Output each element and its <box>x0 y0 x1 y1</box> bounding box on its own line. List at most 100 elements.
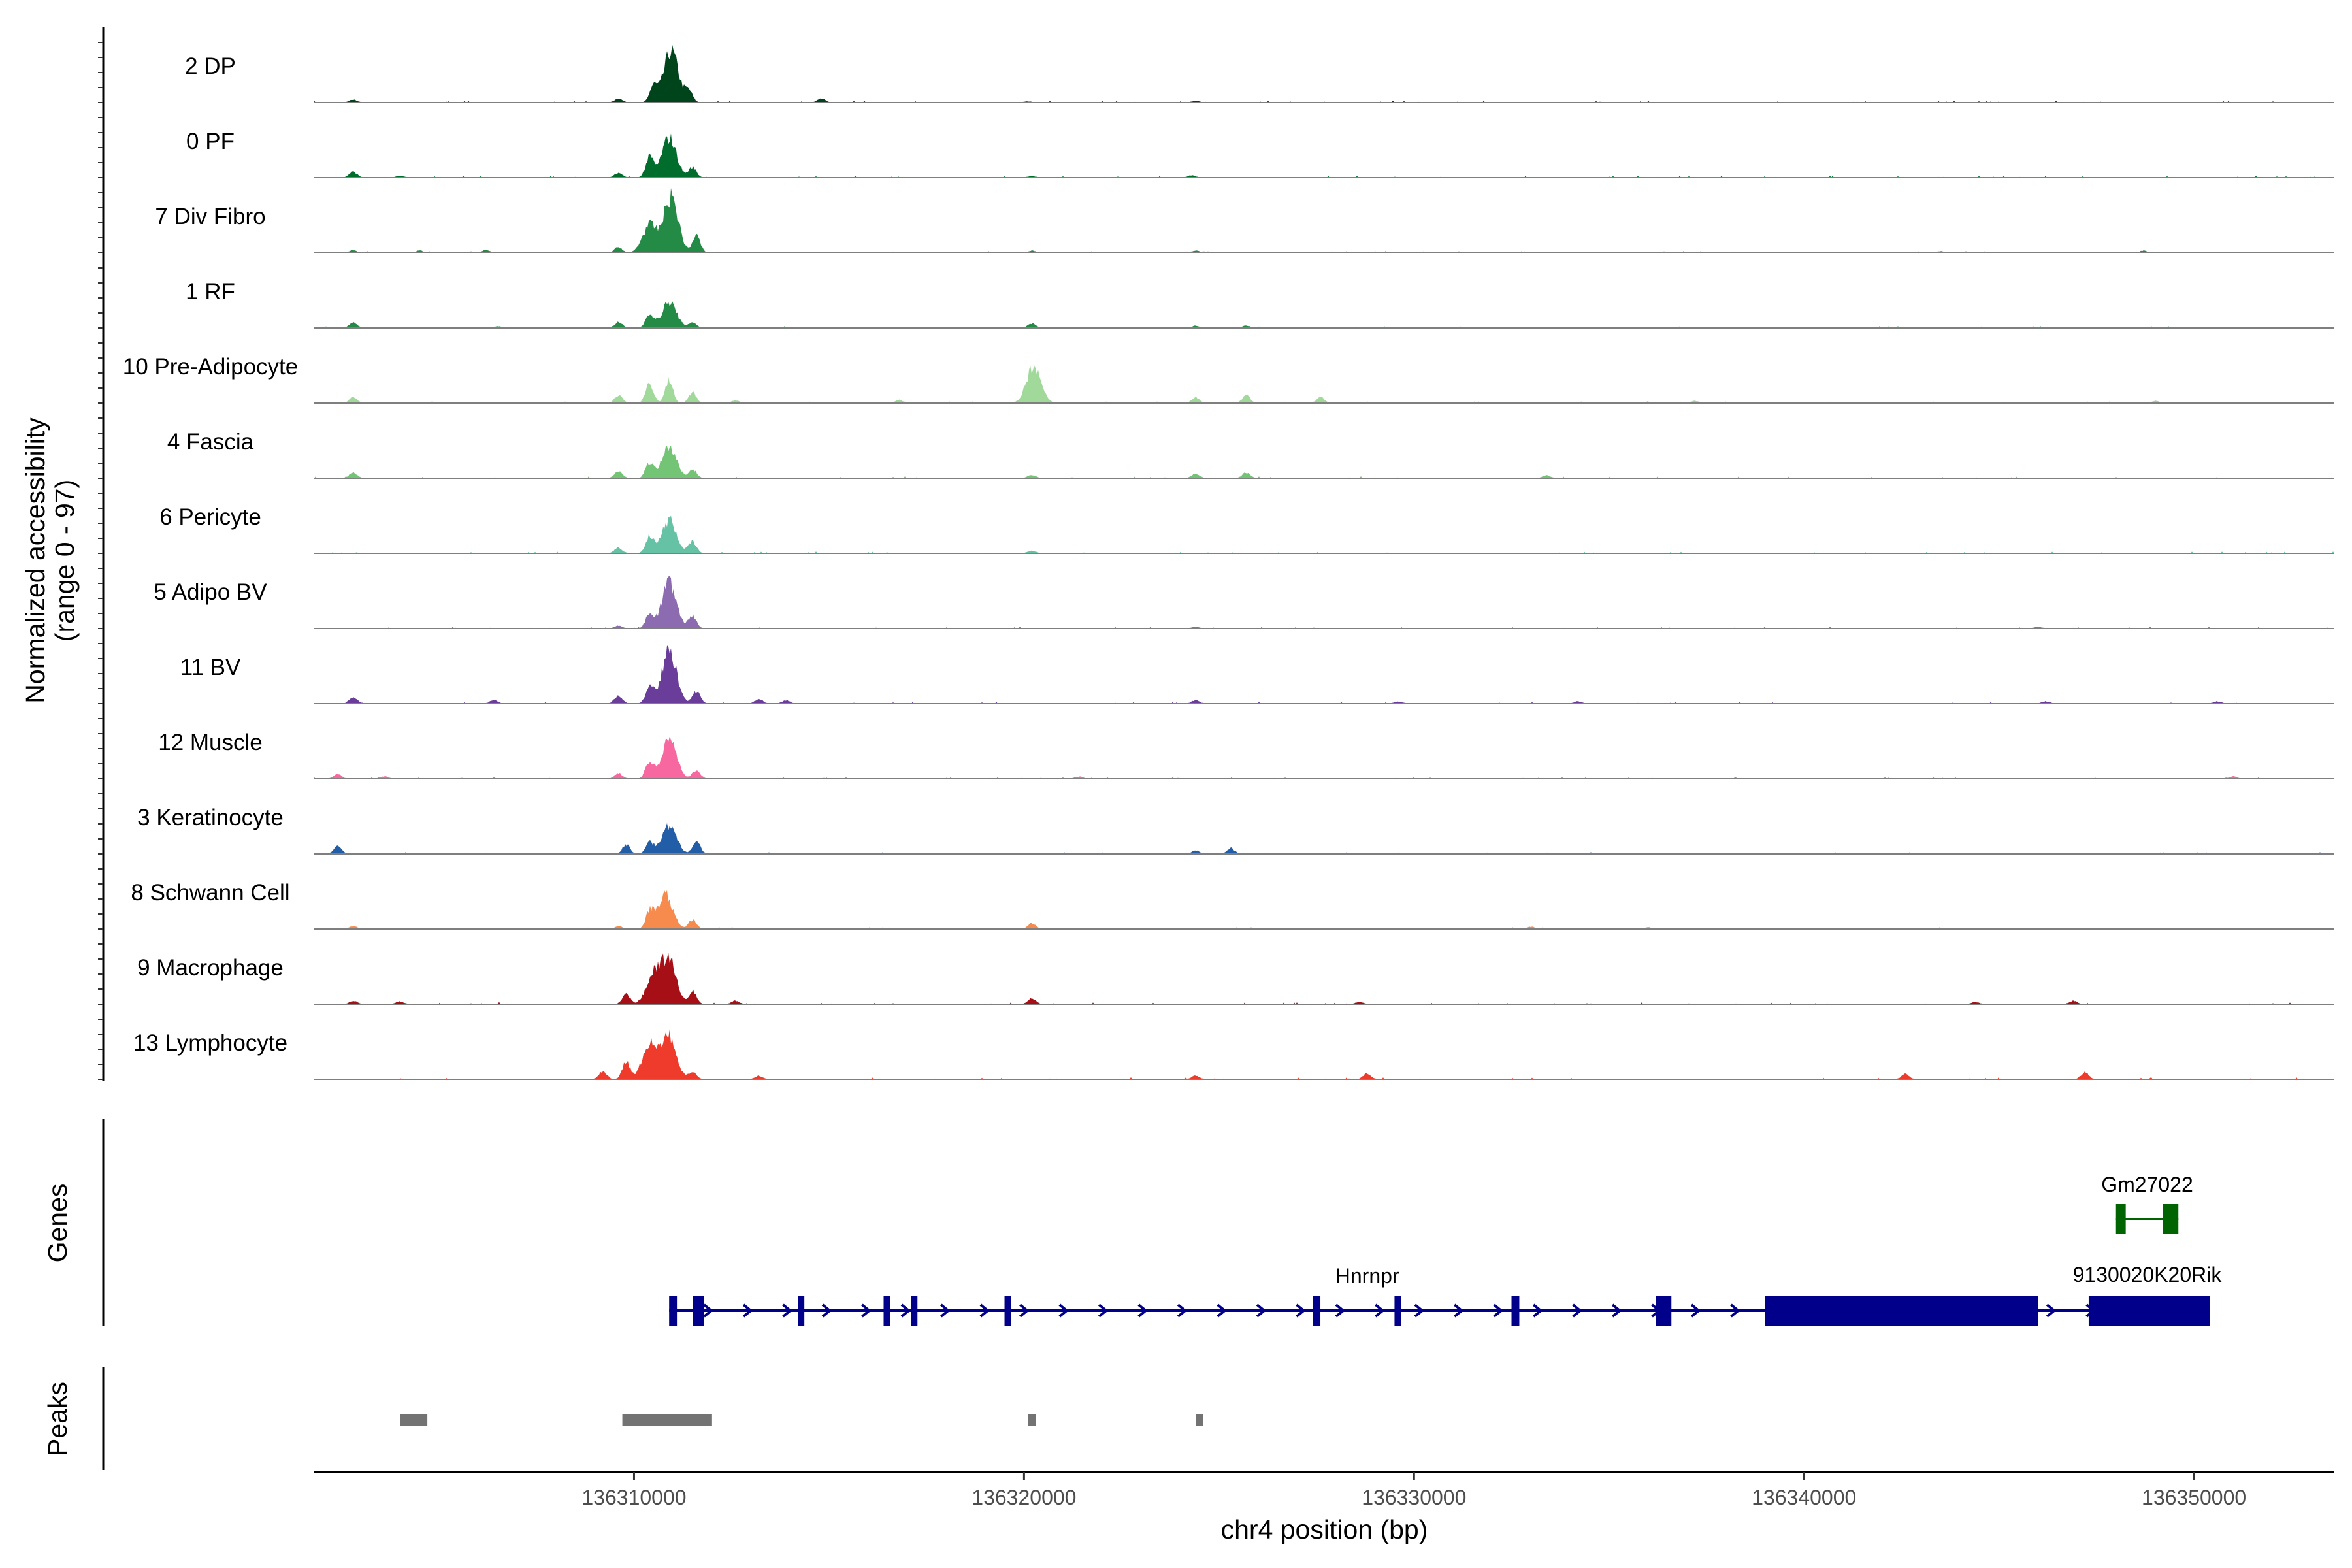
gene-label-9130020k20rik: 9130020K20Rik <box>2073 1263 2223 1286</box>
strand-chevron <box>1454 1303 1464 1318</box>
gene-exon <box>1765 1296 2038 1326</box>
strand-chevron <box>1375 1303 1385 1318</box>
gene-models: Hnrnpr Gm27022 <box>669 1173 2210 1326</box>
strand-chevron <box>1730 1303 1740 1318</box>
track-7-div-fibro: 7 Div Fibro <box>155 188 2334 253</box>
y-axis-title: Normalized accessibility (range 0 - 97) <box>20 417 80 704</box>
strand-chevron <box>979 1303 990 1318</box>
y-axis-range-label: (range 0 - 97) <box>50 480 80 642</box>
gene-exon <box>693 1296 704 1326</box>
strand-chevron <box>782 1303 792 1318</box>
peaks-panel: Peaks <box>42 1367 1203 1470</box>
track-6-pericyte: 6 Pericyte <box>159 504 2334 554</box>
track-9-macrophage: 9 Macrophage <box>137 952 2334 1005</box>
strand-chevron <box>940 1303 951 1318</box>
track-5-adipo-bv: 5 Adipo BV <box>154 575 2334 629</box>
peaks-panel-title: Peaks <box>42 1382 73 1456</box>
strand-chevron <box>861 1303 872 1318</box>
strand-chevron <box>742 1303 753 1318</box>
gene-label: Hnrnpr <box>1335 1264 1399 1288</box>
x-tick-label: 136350000 <box>2142 1486 2246 1509</box>
gene-exon <box>1656 1296 1672 1326</box>
gene-exon <box>1511 1296 1520 1326</box>
strand-chevron <box>1137 1303 1148 1318</box>
x-tick-label: 136330000 <box>1362 1486 1466 1509</box>
track-3-keratinocyte: 3 Keratinocyte <box>137 805 2334 855</box>
genes-panel: Genes Hnrnpr Gm27022 9130020K20Rik <box>42 1119 2222 1326</box>
coverage-area <box>314 890 2334 929</box>
x-axis-ticks: 136310000 136320000 136330000 136340000 1363… <box>581 1472 2246 1509</box>
track-label: 12 Muscle <box>158 730 263 755</box>
gene-hnrnpr: Hnrnpr <box>669 1264 2210 1326</box>
coverage-y-axis <box>98 27 105 1081</box>
x-tick-label: 136310000 <box>581 1486 686 1509</box>
strand-chevron <box>1335 1303 1346 1318</box>
strand-chevron <box>1414 1303 1425 1318</box>
track-label: 3 Keratinocyte <box>137 805 284 830</box>
track-4-fascia: 4 Fascia <box>167 429 2334 479</box>
coverage-area <box>314 823 2334 854</box>
gene-exon <box>798 1296 805 1326</box>
strand-chevron <box>1296 1303 1306 1318</box>
x-axis: 136310000 136320000 136330000 136340000 1363… <box>314 1471 2334 1544</box>
coverage-area <box>314 365 2334 403</box>
x-axis-title: chr4 position (bp) <box>1221 1514 1428 1544</box>
gene-gm27022: Gm27022 <box>2101 1173 2193 1234</box>
strand-chevron <box>1217 1303 1227 1318</box>
gene-exon <box>2163 1204 2179 1234</box>
strand-chevron <box>821 1303 832 1318</box>
x-tick-label: 136320000 <box>972 1486 1076 1509</box>
track-label: 2 DP <box>185 54 236 79</box>
strand-chevron <box>1256 1303 1267 1318</box>
coverage-area <box>314 645 2334 704</box>
coverage-area <box>314 445 2334 478</box>
gene-exon <box>1004 1296 1011 1326</box>
strand-chevron <box>1611 1303 1622 1318</box>
strand-chevron <box>1690 1303 1701 1318</box>
strand-chevron <box>900 1303 911 1318</box>
peak-region <box>1028 1414 1036 1426</box>
track-2-dp: 2 DP <box>185 44 2334 103</box>
track-8-schwann-cell: 8 Schwann Cell <box>131 880 2334 930</box>
track-label: 9 Macrophage <box>137 955 284 981</box>
gene-label: Gm27022 <box>2101 1173 2193 1196</box>
track-11-bv: 11 BV <box>180 645 2334 704</box>
coverage-area <box>314 575 2334 629</box>
track-label: 13 Lymphocyte <box>133 1030 287 1056</box>
coverage-tracks: 2 DP 0 PF 7 Div Fibro 1 RF 10 Pre-Adipocyte 4… <box>123 44 2334 1080</box>
peak-region <box>400 1414 428 1426</box>
coverage-area <box>314 44 2334 103</box>
gene-exon <box>1313 1296 1321 1326</box>
gene-exon <box>911 1296 918 1326</box>
coverage-area <box>314 133 2334 178</box>
track-label: 0 PF <box>186 129 235 154</box>
coverage-area <box>314 1029 2334 1079</box>
strand-chevron <box>1572 1303 1582 1318</box>
strand-chevron <box>1493 1303 1503 1318</box>
gene-exon <box>1394 1296 1401 1326</box>
y-axis-label: Normalized accessibility <box>20 417 50 704</box>
track-label: 8 Schwann Cell <box>131 880 289 906</box>
strand-chevron <box>1058 1303 1069 1318</box>
strand-chevron <box>1532 1303 1543 1318</box>
coverage-area <box>314 736 2334 779</box>
genes-panel-title: Genes <box>42 1184 73 1263</box>
track-label: 5 Adipo BV <box>154 580 267 605</box>
track-10-pre-adipocyte: 10 Pre-Adipocyte <box>123 354 2334 404</box>
track-label: 4 Fascia <box>167 429 254 455</box>
gene-exon <box>2115 1204 2126 1234</box>
track-13-lymphocyte: 13 Lymphocyte <box>133 1029 2334 1080</box>
gene-exon <box>883 1296 890 1326</box>
coverage-area <box>314 515 2334 553</box>
strand-chevron <box>2046 1303 2057 1318</box>
track-label: 7 Div Fibro <box>155 204 265 229</box>
track-label: 6 Pericyte <box>159 504 261 530</box>
x-tick-label: 136340000 <box>1752 1486 1856 1509</box>
peak-region <box>1196 1414 1203 1426</box>
gene-exon <box>2088 1296 2210 1326</box>
track-label: 1 RF <box>186 279 235 304</box>
track-1-rf: 1 RF <box>186 279 2334 329</box>
peak-regions <box>400 1414 1203 1426</box>
coverage-area <box>314 952 2334 1004</box>
